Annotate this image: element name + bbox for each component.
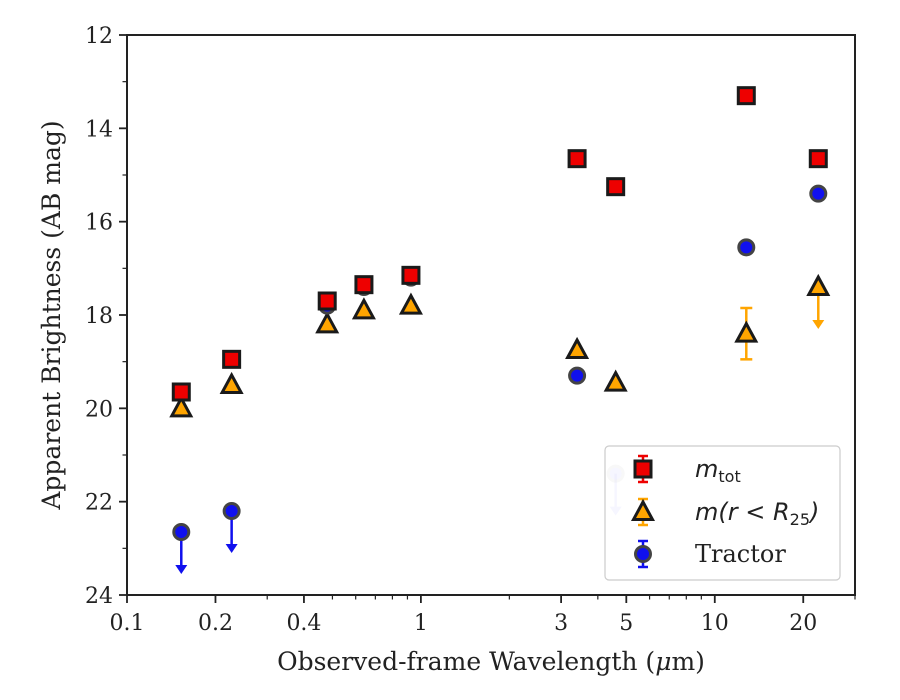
y-tick-label: 22 bbox=[85, 491, 113, 516]
circle-marker bbox=[568, 366, 587, 385]
triangle-marker bbox=[219, 371, 244, 394]
circle-marker bbox=[737, 238, 756, 257]
legend-label-main: m(r < R bbox=[695, 498, 790, 526]
legend-triangle-marker bbox=[630, 498, 656, 521]
legend-item: m(r < R25) bbox=[630, 497, 819, 529]
x-axis-label-mu: μ bbox=[655, 647, 671, 676]
x-tick-label: 3 bbox=[554, 611, 568, 636]
triangle-marker bbox=[398, 292, 423, 315]
square-marker bbox=[354, 275, 374, 295]
y-axis-label: Apparent Brightness (AB mag) bbox=[37, 120, 66, 510]
square-marker bbox=[808, 149, 828, 169]
triangle-marker bbox=[603, 369, 628, 392]
circle-marker bbox=[809, 184, 828, 203]
x-tick-label: 1 bbox=[414, 611, 428, 636]
square-marker bbox=[606, 177, 626, 197]
square-marker bbox=[171, 382, 191, 402]
x-tick-label: 0.2 bbox=[198, 611, 233, 636]
legend-label-sub: 25 bbox=[790, 510, 810, 529]
square-marker bbox=[567, 149, 587, 169]
x-tick-label: 0.1 bbox=[110, 611, 145, 636]
x-tick-label: 5 bbox=[619, 611, 633, 636]
x-tick-label: 20 bbox=[789, 611, 817, 636]
triangle-marker bbox=[806, 273, 831, 296]
axis-ticks: 0.1 0.2 0.4 1 3 5 10 20 12 14 16 18 20 22 24 bbox=[85, 24, 856, 636]
legend: mtot m(r < R25) Tractor bbox=[604, 445, 841, 581]
legend-square-marker bbox=[633, 459, 653, 479]
square-marker bbox=[736, 86, 756, 106]
x-axis-label: Observed-frame Wavelength (μm) bbox=[277, 647, 705, 676]
x-axis-label-part-2: m) bbox=[671, 647, 704, 676]
triangle-marker bbox=[734, 320, 759, 343]
x-tick-label: 0.4 bbox=[286, 611, 321, 636]
legend-label: Tractor bbox=[695, 540, 786, 568]
circle-marker bbox=[222, 502, 241, 520]
y-tick-label: 24 bbox=[85, 584, 113, 609]
x-axis-label-part-1: Observed-frame Wavelength ( bbox=[277, 647, 655, 676]
triangle-marker bbox=[315, 311, 340, 334]
legend-item: Tractor bbox=[634, 539, 786, 569]
legend-label-sub: tot bbox=[718, 467, 740, 486]
y-tick-label: 12 bbox=[85, 24, 113, 49]
square-marker bbox=[222, 349, 242, 369]
triangle-marker bbox=[169, 395, 194, 418]
square-marker bbox=[317, 291, 337, 311]
y-tick-label: 20 bbox=[85, 397, 113, 422]
legend-circle-marker bbox=[634, 545, 652, 563]
legend-box bbox=[604, 445, 841, 581]
triangle-marker bbox=[351, 297, 376, 320]
legend-item: mtot bbox=[633, 454, 741, 486]
triangle-marker bbox=[565, 336, 590, 359]
y-tick-label: 16 bbox=[85, 211, 113, 236]
legend-label-main: m bbox=[695, 455, 718, 483]
legend-label-close: ) bbox=[808, 498, 819, 526]
square-marker bbox=[401, 265, 421, 285]
data-marks bbox=[169, 86, 831, 574]
legend-label: m(r < R25) bbox=[695, 498, 819, 529]
y-tick-label: 18 bbox=[85, 304, 113, 329]
x-tick-label: 10 bbox=[701, 611, 729, 636]
circle-marker bbox=[172, 523, 191, 541]
legend-label: mtot bbox=[695, 455, 741, 486]
y-tick-label: 14 bbox=[85, 117, 113, 142]
